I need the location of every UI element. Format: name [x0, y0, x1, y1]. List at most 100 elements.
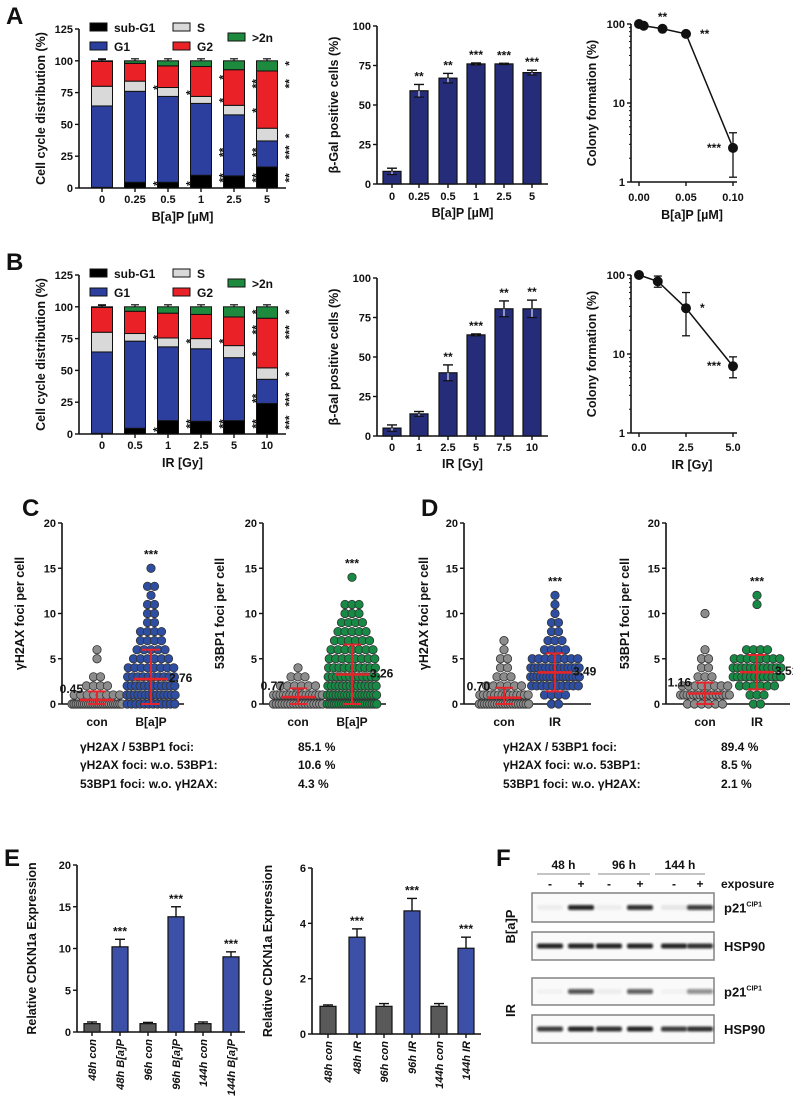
- data-point: [752, 590, 762, 601]
- y-tick-label: 0: [365, 179, 371, 191]
- treatment-label: B[a]P: [503, 909, 518, 943]
- blot-band: [568, 989, 594, 994]
- blot-band: [661, 905, 687, 910]
- chart-a3: 1 10 100 Colony formation (%) 0.00 0.05 0.10 B[…: [585, 10, 744, 222]
- data-point: [499, 636, 509, 646]
- data-point: [170, 681, 180, 691]
- bar: [438, 77, 458, 185]
- significance-stars: ***: [283, 325, 297, 339]
- mean-label: 2.76: [169, 671, 193, 685]
- data-point: [372, 699, 382, 709]
- mean-label: 1.16: [668, 676, 692, 690]
- blot-band: [596, 943, 622, 949]
- bar-segment-g2: [124, 62, 146, 82]
- panel-label-c: C: [22, 495, 39, 522]
- data-point: [759, 690, 769, 700]
- x-tick-label: 96h B[a]P: [171, 1038, 183, 1089]
- x-tick-label: 5: [473, 442, 479, 454]
- significance-stars: ***: [405, 883, 419, 897]
- data-point: [102, 681, 113, 691]
- chart-d2: 0 5 10 15 20 53BP1 foci per cell 1.16 con 3.51 **…: [618, 518, 793, 729]
- legend-swatch: [227, 278, 246, 288]
- data-point: [300, 672, 310, 682]
- data-point: [703, 663, 714, 673]
- bar: [222, 956, 240, 1033]
- data-point: [752, 599, 762, 610]
- blot-band: [687, 905, 713, 910]
- significance-stars: *: [184, 181, 198, 186]
- data-point: [769, 681, 780, 691]
- bar-segment-g2: [190, 313, 212, 340]
- significance-stars: **: [250, 147, 264, 157]
- mean-label: 3.51: [775, 664, 793, 678]
- legend-swatch: [89, 268, 108, 278]
- data-point: [92, 645, 102, 655]
- chart-c1: 0 5 10 15 20 γH2AX foci per cell 0.45 con 2.76 **…: [13, 518, 193, 729]
- y-tick-label: 100: [55, 56, 73, 68]
- x-tick-label: 1: [198, 194, 204, 206]
- mean-label: 0.45: [60, 682, 84, 696]
- blot-band: [537, 989, 563, 994]
- y-tick-label: 10: [245, 609, 257, 621]
- blot-band: [687, 989, 713, 994]
- y-tick-label: 20: [44, 518, 56, 530]
- y-tick-label: 50: [359, 352, 371, 364]
- x-tick-label: B[a]P: [336, 715, 367, 729]
- bar: [438, 372, 458, 437]
- y-tick-label: 4: [300, 918, 307, 930]
- x-tick-label: con: [287, 715, 308, 729]
- y-axis-title: Cell cycle distribution (%): [34, 32, 48, 185]
- data-point: [502, 654, 513, 664]
- x-tick-label: 0: [99, 194, 105, 206]
- data-point: [723, 681, 733, 691]
- x-tick-label: 10: [261, 440, 273, 452]
- data-point: [371, 690, 382, 700]
- bar: [111, 946, 129, 1033]
- stat-label: γH2AX / 53BP1 foci:: [503, 740, 617, 754]
- y-tick-label: 75: [61, 88, 73, 100]
- y-tick-label: 15: [245, 563, 257, 575]
- x-tick-label: con: [493, 715, 514, 729]
- panel-label-f: F: [496, 845, 511, 872]
- data-point: [776, 663, 786, 673]
- x-axis-title: B[a]P [µM]: [152, 210, 214, 224]
- bar-segment-2n: [124, 60, 146, 64]
- bar-segment-g2: [157, 65, 179, 89]
- data-point: [550, 608, 560, 619]
- data-point: [762, 645, 773, 655]
- y-tick-label: 10: [613, 349, 625, 361]
- data-point: [95, 672, 106, 682]
- significance-stars: **: [184, 419, 198, 429]
- mean-label: 0.77: [261, 679, 285, 693]
- blot-band: [687, 943, 713, 949]
- significance-stars: *: [283, 309, 297, 314]
- y-tick-label: 5: [65, 985, 71, 997]
- y-axis-title: Colony formation (%): [585, 40, 599, 166]
- data-point: [574, 672, 584, 682]
- blot-band: [537, 905, 563, 910]
- significance-stars: *: [184, 90, 198, 95]
- y-tick-label: 10: [59, 944, 71, 956]
- bar: [466, 334, 486, 437]
- stat-value: 85.1 %: [298, 740, 336, 754]
- data-point: [681, 303, 691, 314]
- x-tick-label: 1: [473, 191, 479, 203]
- lane-sign: +: [636, 877, 643, 891]
- significance-stars: **: [527, 285, 537, 299]
- data-point: [700, 645, 710, 655]
- data-point: [156, 636, 167, 646]
- y-tick-label: 10: [613, 98, 625, 110]
- y-tick-label: 15: [59, 902, 71, 914]
- x-tick-label: IR: [751, 715, 763, 729]
- bar: [522, 72, 542, 185]
- x-tick-label: 2.5: [496, 191, 511, 203]
- legend-label: G1: [114, 286, 130, 300]
- x-tick-label: 5: [231, 440, 237, 452]
- y-tick-label: 20: [648, 518, 660, 530]
- y-tick-label: 0: [300, 1029, 306, 1041]
- legend-label: S: [197, 267, 205, 281]
- data-point: [524, 699, 534, 709]
- bar-segment-g1: [91, 351, 113, 434]
- y-tick-label: 15: [44, 563, 56, 575]
